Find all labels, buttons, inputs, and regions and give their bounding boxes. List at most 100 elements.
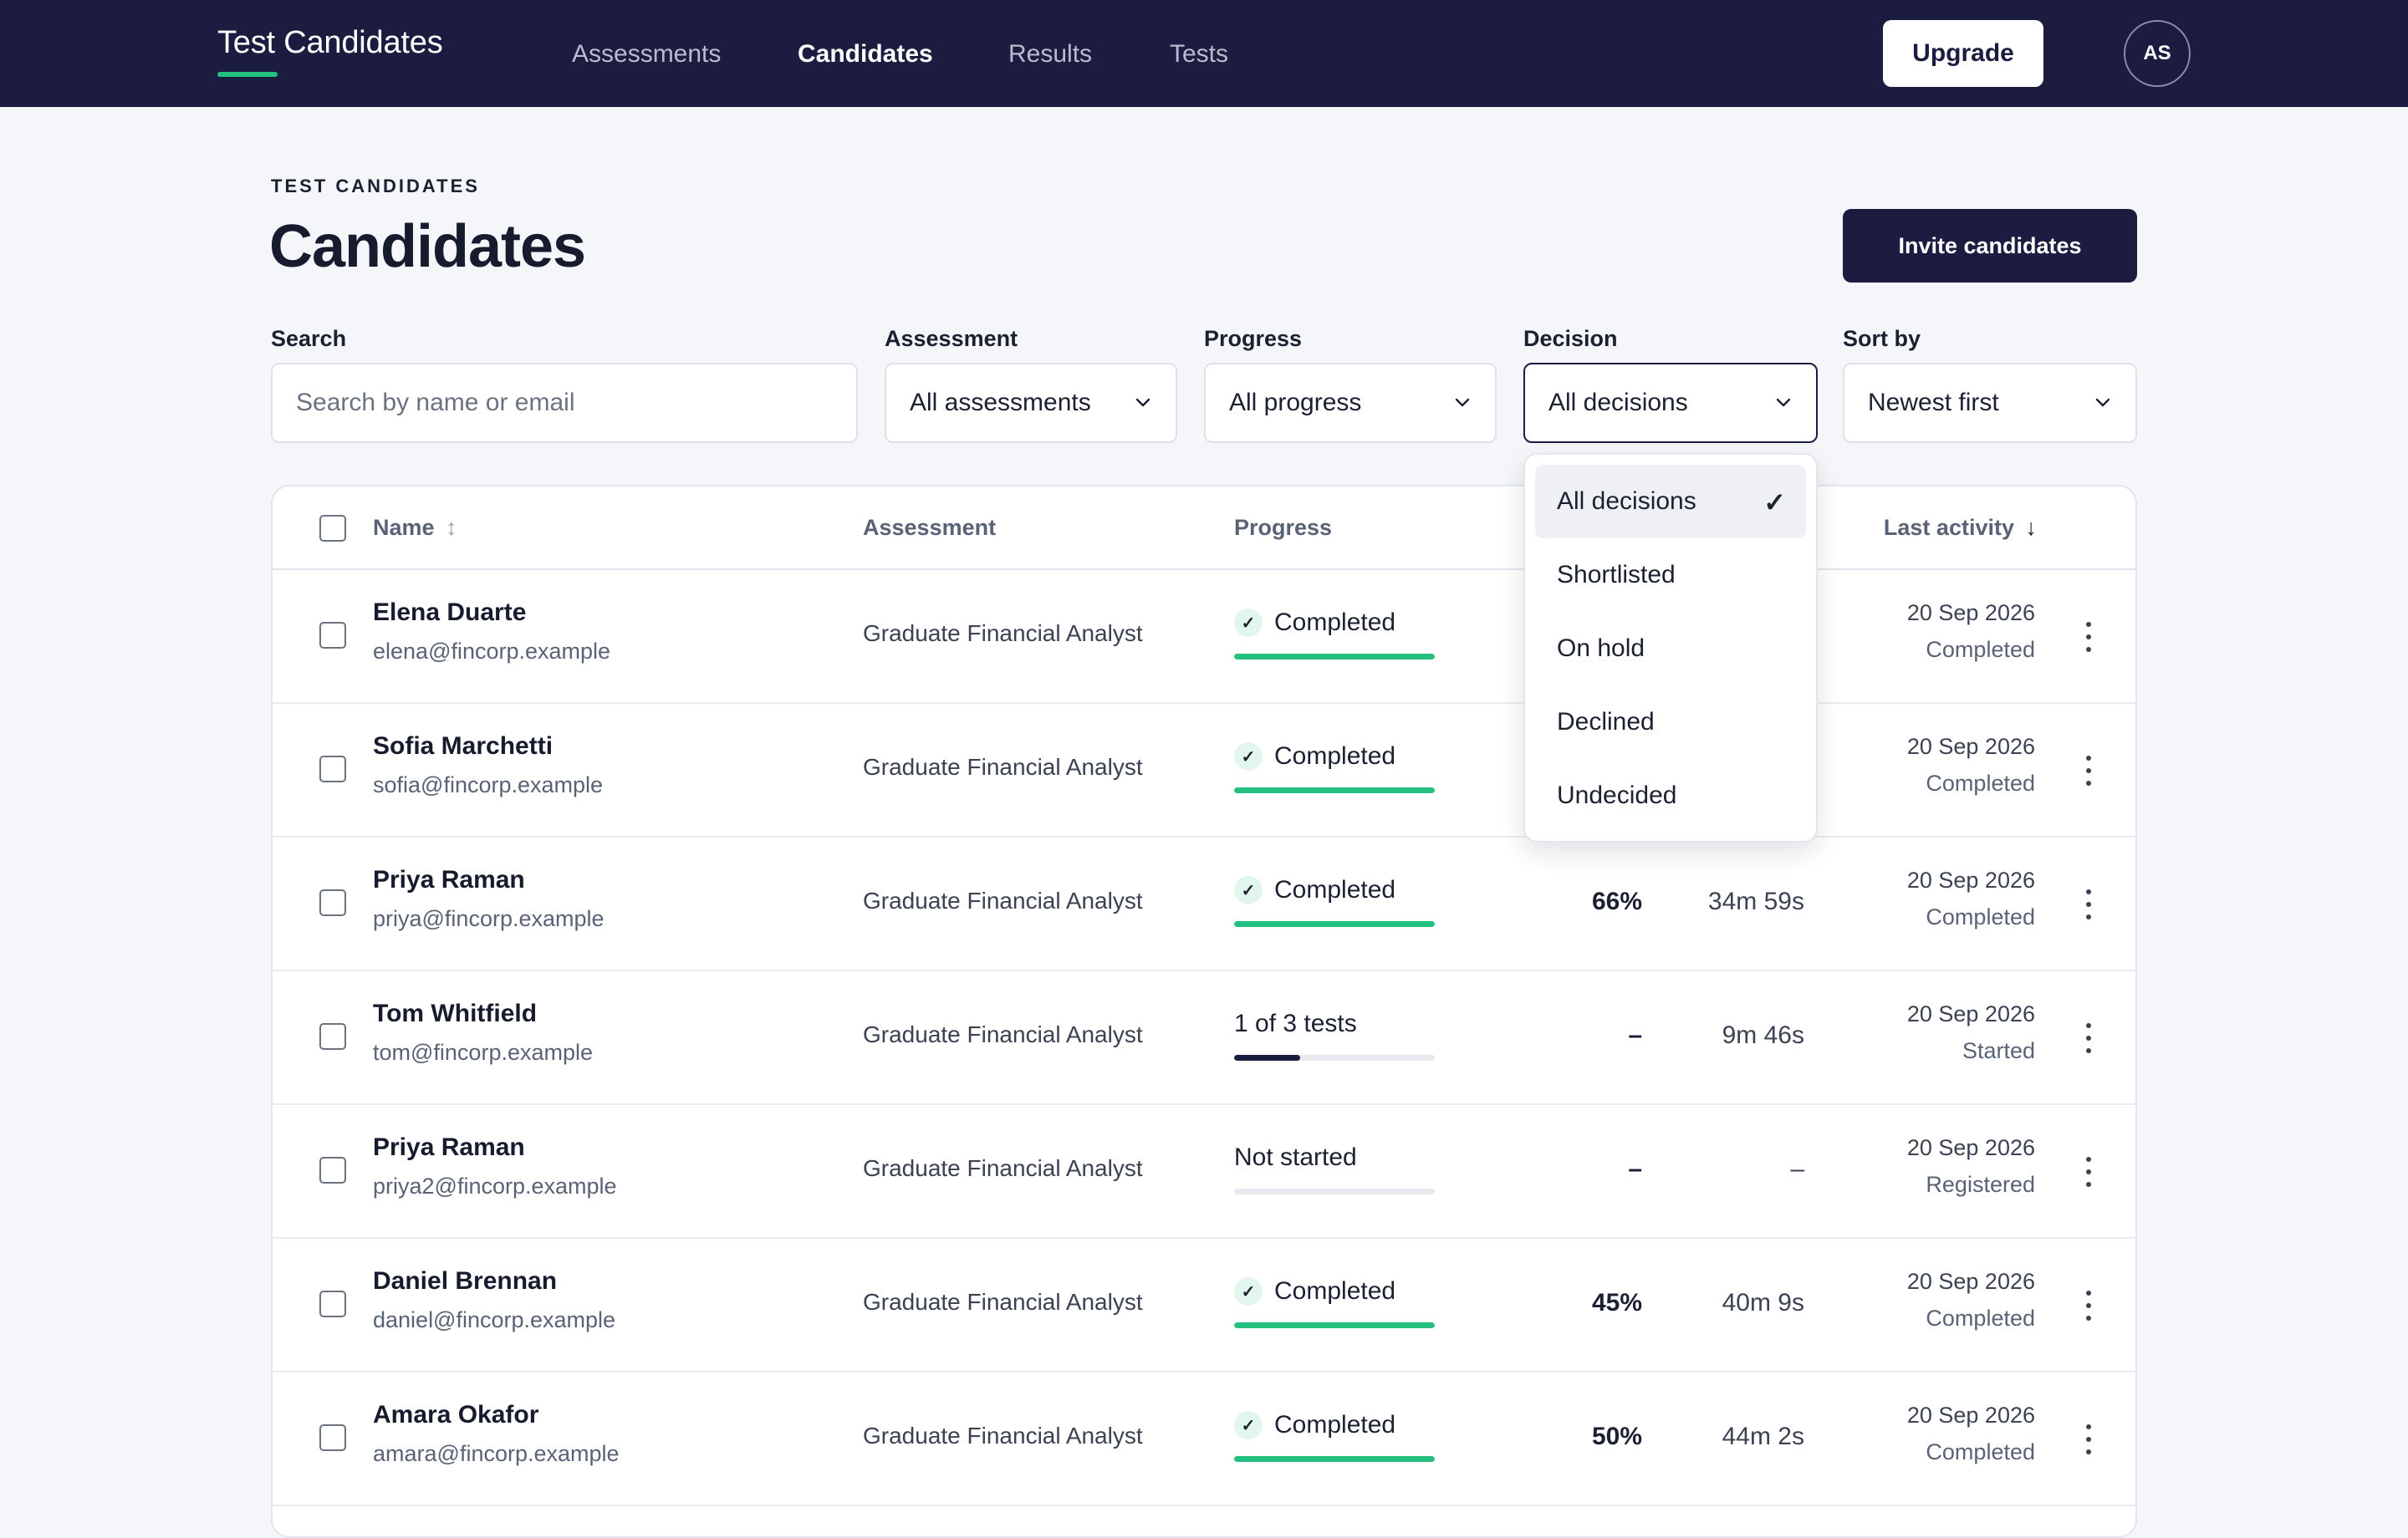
candidate-time-taken: 40m 9s	[1722, 1289, 1804, 1316]
candidate-assessment: Graduate Financial Analyst	[863, 754, 1143, 780]
decision-option-declined[interactable]: Declined	[1535, 685, 1806, 759]
search-label: Search	[271, 326, 347, 351]
last-activity-status: Completed	[1926, 1439, 2035, 1464]
search-input[interactable]	[296, 389, 833, 417]
last-activity-date: 20 Sep 2026	[1906, 600, 2035, 625]
more-vertical-icon[interactable]	[2084, 1023, 2094, 1053]
candidate-name[interactable]: Sofia Marchetti	[373, 732, 554, 760]
decision-option-label: Undecided	[1557, 782, 1677, 809]
assessment-select[interactable]: All assessments	[885, 363, 1177, 443]
candidate-name[interactable]: Tom Whitfield	[373, 1000, 538, 1027]
progress-status: ✓ Completed	[1234, 1277, 1395, 1306]
column-header-name[interactable]: Name ↕	[373, 515, 457, 541]
brand-title[interactable]: Test Candidates	[217, 25, 443, 60]
decision-option-shortlisted[interactable]: Shortlisted	[1535, 538, 1806, 612]
progress-bar-fill	[1234, 1322, 1435, 1328]
table-row[interactable]: Daniel Brennan daniel@fincorp.example Grad…	[273, 1239, 2135, 1372]
candidate-name[interactable]: Priya Raman	[373, 1133, 525, 1161]
table-row[interactable]: Amara Okafor amara@fincorp.example Graduat…	[273, 1372, 2135, 1506]
candidates-table: Name ↕ Assessment Progress Last activity…	[271, 485, 2137, 1538]
candidate-assessment: Graduate Financial Analyst	[863, 888, 1143, 914]
sort-select[interactable]: Newest first	[1843, 363, 2137, 443]
candidate-name[interactable]: Priya Raman	[373, 866, 525, 894]
assessment-filter-label: Assessment	[885, 326, 1018, 351]
progress-bar-fill	[1234, 1055, 1301, 1061]
column-header-progress: Progress	[1234, 515, 1333, 540]
last-activity-status: Completed	[1926, 904, 2035, 929]
decision-option-all[interactable]: All decisions ✓	[1535, 465, 1806, 538]
row-select-checkbox[interactable]	[319, 622, 346, 649]
nav-item-results[interactable]: Results	[1008, 40, 1093, 68]
decision-option-label: Declined	[1557, 708, 1655, 736]
row-select-checkbox[interactable]	[319, 1023, 346, 1050]
chevron-down-icon	[1455, 398, 1470, 407]
column-header-assessment: Assessment	[863, 515, 997, 540]
table-row[interactable]: Elena Duarte elena@fincorp.example Graduat…	[273, 570, 2135, 704]
row-select-checkbox[interactable]	[319, 756, 346, 782]
decision-option-on-hold[interactable]: On hold	[1535, 612, 1806, 685]
more-vertical-icon[interactable]	[2084, 756, 2094, 786]
table-row[interactable]: Tom Whitfield tom@fincorp.example Graduate…	[273, 971, 2135, 1105]
last-activity-date: 20 Sep 2026	[1906, 1403, 2035, 1428]
table-row[interactable]: Sofia Marchetti sofia@fincorp.example Grad…	[273, 704, 2135, 838]
nav-item-tests[interactable]: Tests	[1170, 40, 1229, 68]
candidate-score: 66%	[1591, 888, 1642, 915]
nav-item-candidates[interactable]: Candidates	[798, 40, 933, 68]
table-row[interactable]: Priya Raman priya@fincorp.example Graduate…	[273, 838, 2135, 971]
candidate-time-taken: 9m 46s	[1722, 1021, 1804, 1049]
nav-item-assessments[interactable]: Assessments	[572, 40, 722, 68]
candidate-time-taken: 34m 59s	[1707, 888, 1804, 915]
table-header: Name ↕ Assessment Progress Last activity…	[273, 486, 2135, 570]
progress-bar-fill	[1234, 921, 1435, 927]
progress-bar-fill	[1234, 1456, 1435, 1462]
progress-status-label: Completed	[1274, 1277, 1396, 1305]
candidate-name[interactable]: Elena Duarte	[373, 598, 527, 626]
invite-candidates-button[interactable]: Invite candidates	[1843, 209, 2137, 283]
decision-select[interactable]: All decisions	[1523, 363, 1818, 443]
more-vertical-icon[interactable]	[2084, 1157, 2094, 1187]
row-select-checkbox[interactable]	[319, 889, 346, 916]
more-vertical-icon[interactable]	[2084, 1424, 2094, 1454]
row-select-checkbox[interactable]	[319, 1291, 346, 1317]
candidate-name[interactable]: Amara Okafor	[373, 1401, 539, 1429]
more-vertical-icon[interactable]	[2084, 1291, 2094, 1321]
candidate-name[interactable]: Daniel Brennan	[373, 1267, 558, 1295]
last-activity-status: Completed	[1926, 637, 2035, 662]
row-select-checkbox[interactable]	[319, 1424, 346, 1451]
candidate-email: tom@fincorp.example	[373, 1040, 594, 1065]
select-all-checkbox[interactable]	[319, 515, 346, 542]
progress-bar	[1234, 1456, 1435, 1462]
candidate-assessment: Graduate Financial Analyst	[863, 1021, 1143, 1047]
upgrade-button[interactable]: Upgrade	[1883, 20, 2043, 87]
candidate-email: amara@fincorp.example	[373, 1441, 620, 1466]
candidate-assessment: Graduate Financial Analyst	[863, 620, 1143, 646]
candidate-email: daniel@fincorp.example	[373, 1307, 616, 1332]
progress-status-label: 1 of 3 tests	[1234, 1010, 1357, 1037]
decision-option-label: All decisions	[1557, 487, 1696, 515]
column-header-last-activity[interactable]: Last activity ↓	[1884, 515, 2037, 541]
more-vertical-icon[interactable]	[2084, 889, 2094, 919]
sort-descending-icon: ↓	[2025, 515, 2038, 540]
decision-option-undecided[interactable]: Undecided	[1535, 759, 1806, 833]
progress-bar	[1234, 1055, 1435, 1061]
progress-bar	[1234, 1322, 1435, 1328]
progress-bar-fill	[1234, 654, 1435, 660]
progress-status: ✓ Completed	[1234, 1411, 1395, 1439]
row-select-checkbox[interactable]	[319, 1157, 346, 1184]
last-activity-status: Completed	[1926, 771, 2035, 796]
progress-select[interactable]: All progress	[1204, 363, 1497, 443]
table-row[interactable]: Priya Raman priya2@fincorp.example Graduat…	[273, 1105, 2135, 1239]
more-vertical-icon[interactable]	[2084, 622, 2094, 652]
progress-status-label: Completed	[1274, 742, 1396, 770]
check-icon: ✓	[1234, 876, 1263, 904]
page-eyebrow: TEST CANDIDATES	[271, 176, 480, 196]
candidate-assessment: Graduate Financial Analyst	[863, 1423, 1143, 1449]
candidate-score: –	[1628, 1021, 1642, 1049]
last-activity-date: 20 Sep 2026	[1906, 1001, 2035, 1026]
candidate-time-taken: –	[1790, 1155, 1804, 1183]
progress-status: 1 of 3 tests	[1234, 1010, 1357, 1038]
check-icon: ✓	[1234, 1411, 1263, 1439]
last-activity-status: Started	[1962, 1038, 2035, 1063]
decision-option-label: On hold	[1557, 634, 1645, 662]
user-avatar[interactable]: AS	[2124, 20, 2191, 87]
